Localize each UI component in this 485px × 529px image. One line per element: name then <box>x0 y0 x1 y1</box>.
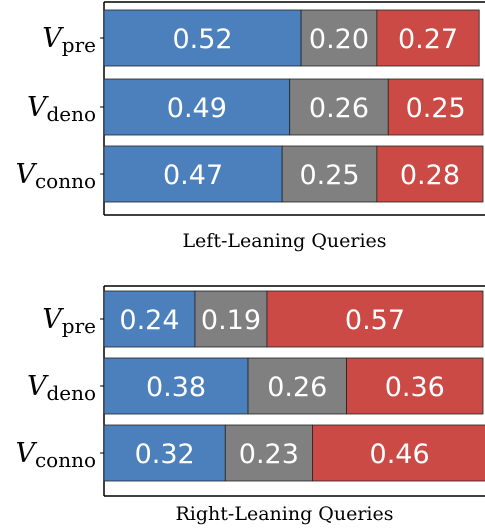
bar-segment <box>289 78 389 136</box>
tick-label-main: V <box>42 23 64 54</box>
tick-label-subscript: pre <box>62 314 96 338</box>
bar-segment <box>376 145 484 203</box>
tick-label-subscript: conno <box>35 169 96 193</box>
bar-segment <box>224 424 313 482</box>
bar-value-label: 0.25 <box>406 93 466 124</box>
bar-segment <box>247 357 347 415</box>
bar-segment <box>312 424 485 482</box>
bar-segment <box>103 9 302 67</box>
tick-label-main: V <box>27 92 49 123</box>
bar-value-label: 0.52 <box>172 24 232 55</box>
tick-label-main: V <box>42 304 64 335</box>
bar-segment <box>194 290 268 348</box>
bar-value-label: 0.47 <box>163 160 223 191</box>
bar-value-label: 0.20 <box>309 24 369 55</box>
bar-value-label: 0.19 <box>201 305 261 336</box>
chart-panel-1: 0.52 0.20 0.27 Vpre 0.49 0.26 0.25 Vdeno 0.47 0.2… <box>15 1 485 252</box>
tick-label-subscript: deno <box>46 102 96 126</box>
bar-value-label: 0.26 <box>267 372 327 403</box>
tick-label-main: V <box>27 371 49 402</box>
bar-value-label: 0.32 <box>135 439 195 470</box>
bar-value-label: 0.38 <box>146 372 206 403</box>
category-tick-label: Vpre <box>42 23 96 57</box>
category-tick-label: Vdeno <box>27 371 96 405</box>
bar-value-label: 0.46 <box>370 439 430 470</box>
bar-segment <box>266 290 484 348</box>
tick-label-subscript: pre <box>62 33 96 57</box>
bar-segment <box>387 78 484 136</box>
category-tick-label: Vconno <box>15 438 96 472</box>
bar-value-label: 0.26 <box>309 93 369 124</box>
bar-value-label: 0.24 <box>119 305 179 336</box>
category-tick-label: Vdeno <box>27 92 96 126</box>
bar-segment <box>346 357 484 415</box>
panel-caption: Left-Leaning Queries <box>182 230 386 252</box>
panel-caption: Right-Leaning Queries <box>176 503 394 525</box>
bar-value-label: 0.28 <box>400 160 460 191</box>
category-tick-label: Vconno <box>15 159 96 193</box>
bar-segment <box>300 9 378 67</box>
tick-label-subscript: conno <box>35 448 96 472</box>
bar-segment <box>281 145 378 203</box>
tick-label-subscript: deno <box>46 381 96 405</box>
bar-value-label: 0.23 <box>239 439 299 470</box>
chart-panel-2: 0.24 0.19 0.57 Vpre 0.38 0.26 0.36 Vdeno 0.32 0.2… <box>15 285 485 525</box>
bar-value-label: 0.49 <box>167 93 227 124</box>
bar-value-label: 0.27 <box>398 24 458 55</box>
bar-value-label: 0.57 <box>345 305 405 336</box>
tick-label-main: V <box>15 438 37 469</box>
bar-value-label: 0.36 <box>385 372 445 403</box>
tick-label-main: V <box>15 159 37 190</box>
bar-value-label: 0.25 <box>299 160 359 191</box>
bar-segment <box>376 9 480 67</box>
category-tick-label: Vpre <box>42 304 96 338</box>
bar-segment <box>103 357 249 415</box>
